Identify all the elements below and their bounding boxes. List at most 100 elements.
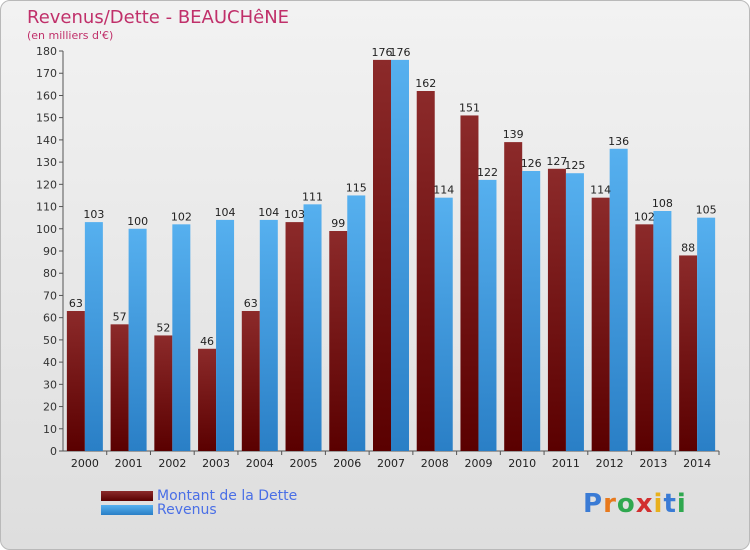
bar-revenue bbox=[653, 211, 672, 451]
bar-revenue bbox=[259, 219, 278, 451]
bar-debt bbox=[460, 115, 479, 451]
y-tick-label: 170 bbox=[36, 67, 57, 80]
x-tick-label: 2014 bbox=[683, 457, 711, 470]
data-label-debt: 103 bbox=[284, 208, 305, 221]
bar-revenue bbox=[347, 195, 366, 451]
bar-debt bbox=[504, 142, 523, 451]
x-tick-label: 2012 bbox=[596, 457, 624, 470]
bar-revenue bbox=[697, 217, 716, 451]
data-label-revenue: 125 bbox=[564, 159, 585, 172]
y-tick-label: 20 bbox=[43, 401, 57, 414]
data-label-revenue: 108 bbox=[652, 197, 673, 210]
y-tick-label: 180 bbox=[36, 45, 57, 58]
bar-debt bbox=[591, 197, 610, 451]
bar-debt bbox=[154, 335, 173, 451]
x-tick-label: 2010 bbox=[508, 457, 536, 470]
y-tick-label: 70 bbox=[43, 289, 57, 302]
data-label-revenue: 100 bbox=[127, 215, 148, 228]
legend-swatch-debt bbox=[101, 491, 153, 501]
data-label-debt: 46 bbox=[200, 335, 214, 348]
data-label-revenue: 111 bbox=[302, 190, 323, 203]
y-tick-label: 30 bbox=[43, 378, 57, 391]
y-tick-label: 100 bbox=[36, 223, 57, 236]
data-label-debt: 63 bbox=[69, 297, 83, 310]
y-tick-label: 130 bbox=[36, 156, 57, 169]
x-tick-label: 2007 bbox=[377, 457, 405, 470]
y-tick-label: 60 bbox=[43, 312, 57, 325]
bar-revenue bbox=[522, 171, 541, 451]
y-tick-label: 90 bbox=[43, 245, 57, 258]
bar-chart: 0 10 20 30 40 50 60 70 80 90 100 110 120 130 140 150 160… bbox=[36, 45, 720, 470]
legend-swatch-revenue bbox=[101, 505, 153, 515]
bar-debt bbox=[241, 311, 260, 451]
proxiti-logo: Proxiti bbox=[583, 489, 687, 519]
bars bbox=[66, 59, 716, 452]
x-tick-label: 2004 bbox=[246, 457, 274, 470]
data-label-revenue: 122 bbox=[477, 166, 498, 179]
data-label-debt: 139 bbox=[503, 128, 524, 141]
y-tick-label: 140 bbox=[36, 134, 57, 147]
x-tick-label: 2002 bbox=[158, 457, 186, 470]
bar-debt bbox=[679, 255, 698, 451]
y-tick-label: 110 bbox=[36, 201, 57, 214]
bar-debt bbox=[373, 59, 391, 452]
legend-label-debt: Montant de la Dette bbox=[157, 488, 298, 504]
data-label-revenue: 104 bbox=[215, 206, 236, 219]
bar-revenue bbox=[303, 204, 322, 451]
data-label-revenue: 114 bbox=[433, 184, 454, 197]
x-tick-label: 2011 bbox=[552, 457, 580, 470]
legend-item-debt: Montant de la Dette bbox=[101, 488, 298, 504]
x-tick-label: 2008 bbox=[421, 457, 449, 470]
bar-revenue bbox=[216, 219, 235, 451]
x-tick-label: 2001 bbox=[115, 457, 143, 470]
data-label-debt: 102 bbox=[634, 210, 655, 223]
bar-debt bbox=[198, 348, 217, 451]
bar-debt bbox=[635, 224, 654, 451]
y-tick-label: 160 bbox=[36, 89, 57, 102]
data-label-revenue: 115 bbox=[346, 181, 367, 194]
data-label-debt: 88 bbox=[681, 241, 695, 254]
data-label-debt: 57 bbox=[113, 310, 127, 323]
bar-revenue bbox=[84, 222, 103, 451]
y-tick-label: 150 bbox=[36, 112, 57, 125]
y-tick-label: 40 bbox=[43, 356, 57, 369]
y-tick-label: 50 bbox=[43, 334, 57, 347]
data-label-debt: 151 bbox=[459, 101, 480, 114]
bar-debt bbox=[285, 222, 304, 451]
y-tick-label: 0 bbox=[50, 445, 57, 458]
bar-revenue bbox=[609, 148, 628, 451]
chart-subtitle: (en milliers d'€) bbox=[27, 29, 114, 42]
chart-title: Revenus/Dette - BEAUCHêNE bbox=[27, 7, 290, 28]
x-tick-label: 2006 bbox=[333, 457, 361, 470]
y-tick-label: 80 bbox=[43, 267, 57, 280]
bar-revenue bbox=[565, 173, 584, 451]
bar-revenue bbox=[434, 197, 453, 451]
data-label-debt: 114 bbox=[590, 184, 611, 197]
data-label-debt: 176 bbox=[372, 46, 393, 59]
bar-revenue bbox=[478, 179, 497, 451]
legend-item-revenue: Revenus bbox=[101, 502, 217, 518]
data-label-revenue: 126 bbox=[521, 157, 542, 170]
x-tick-label: 2009 bbox=[464, 457, 492, 470]
legend-label-revenue: Revenus bbox=[157, 502, 217, 518]
x-tick-label: 2013 bbox=[639, 457, 667, 470]
bar-revenue bbox=[172, 224, 191, 451]
y-tick-label: 120 bbox=[36, 178, 57, 191]
data-label-revenue: 105 bbox=[696, 204, 717, 217]
bar-debt bbox=[329, 231, 348, 451]
y-axis: 0 10 20 30 40 50 60 70 80 90 100 110 120 130 140 150 160… bbox=[36, 45, 64, 458]
data-label-debt: 99 bbox=[331, 217, 345, 230]
x-axis: 2000 2001 2002 2003 2004 2005 2006 2007 2008 2009… bbox=[63, 450, 720, 470]
data-label-debt: 127 bbox=[546, 155, 567, 168]
data-label-revenue: 176 bbox=[390, 46, 411, 59]
data-label-debt: 162 bbox=[415, 77, 436, 90]
data-label-debt: 52 bbox=[156, 321, 170, 334]
data-label-revenue: 102 bbox=[171, 210, 192, 223]
bar-revenue bbox=[128, 228, 147, 451]
bar-debt bbox=[66, 311, 85, 451]
bar-debt bbox=[547, 168, 566, 451]
bar-revenue bbox=[391, 59, 409, 452]
x-tick-label: 2005 bbox=[290, 457, 318, 470]
data-label-debt: 63 bbox=[244, 297, 258, 310]
